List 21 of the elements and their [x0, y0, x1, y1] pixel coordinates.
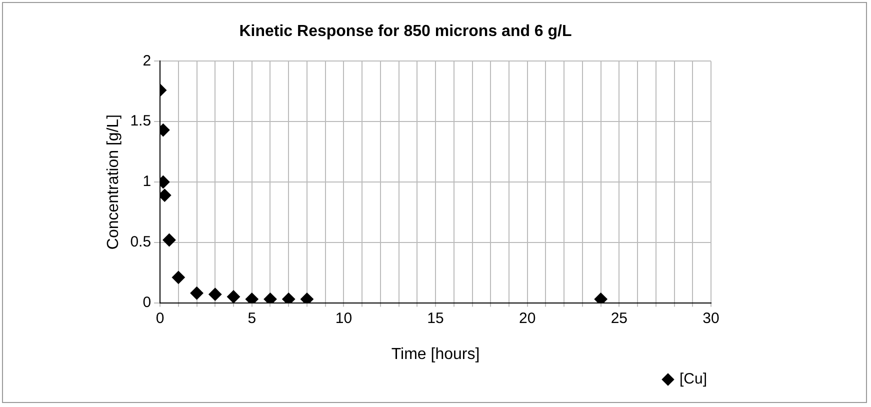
y-tick-label: 0	[142, 294, 152, 311]
x-tick-label: 25	[610, 310, 628, 327]
point	[208, 288, 222, 301]
legend-label: [Cu]	[679, 370, 708, 388]
y-tick-label: 2	[142, 52, 152, 70]
x-tick-label: 20	[519, 310, 536, 327]
point	[162, 233, 176, 246]
chart-title: Kinetic Response for 850 microns and 6 g/L	[239, 23, 572, 40]
x-tick-label: 10	[335, 310, 352, 327]
y-axis-title: Concentration [g/L]	[105, 114, 122, 250]
point	[227, 290, 240, 303]
y-tick-label: 1.5	[130, 112, 152, 130]
x-tick-label: 15	[427, 310, 444, 327]
x-tick-label: 5	[248, 310, 256, 327]
y-tick-label: 0.5	[130, 234, 152, 251]
x-tick-label: 0	[156, 310, 164, 327]
point	[190, 286, 204, 300]
y-tick-label: 1	[142, 173, 152, 190]
x-axis-title: Time [hours]	[391, 346, 480, 363]
point	[172, 270, 185, 284]
x-tick-label: 30	[702, 310, 720, 327]
